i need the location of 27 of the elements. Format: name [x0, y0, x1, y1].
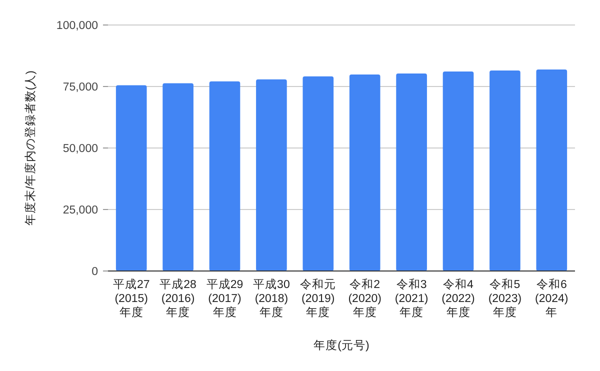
y-tick-label: 25,000: [62, 204, 98, 216]
y-tick-label: 100,000: [56, 20, 98, 32]
y-tick-label: 0: [92, 266, 98, 278]
x-tick-label: 平成30 (2018) 年度: [253, 278, 290, 319]
bar: [396, 73, 427, 271]
x-tick-label: 令和4 (2022) 年度: [442, 278, 476, 319]
bar: [536, 70, 568, 271]
bar: [349, 74, 380, 271]
bar: [209, 81, 240, 271]
bar: [302, 76, 334, 271]
x-tick-label: 平成28 (2016) 年度: [160, 278, 196, 319]
y-tick-label: 50,000: [62, 143, 98, 155]
bar: [162, 83, 194, 271]
x-tick-label: 平成27 (2015) 年度: [112, 278, 150, 319]
bar: [116, 85, 147, 271]
bar: [442, 71, 474, 271]
x-axis-title: 年度(元号): [314, 338, 370, 352]
x-tick-label: 令和6 (2024) 年: [535, 278, 568, 319]
x-tick-label: 令和5 (2023) 年度: [488, 278, 522, 319]
x-tick-label: 平成29 (2017) 年度: [206, 278, 244, 319]
x-tick-label: 令和元 (2019) 年度: [300, 278, 336, 319]
bar: [490, 70, 520, 271]
bar: [256, 79, 287, 271]
x-tick-label: 令和2 (2020) 年度: [348, 278, 382, 319]
y-tick-label: 75,000: [62, 82, 98, 94]
y-axis-title: 年度末/年度内の登録者数(人): [23, 70, 37, 226]
x-tick-label: 令和3 (2021) 年度: [394, 278, 428, 319]
